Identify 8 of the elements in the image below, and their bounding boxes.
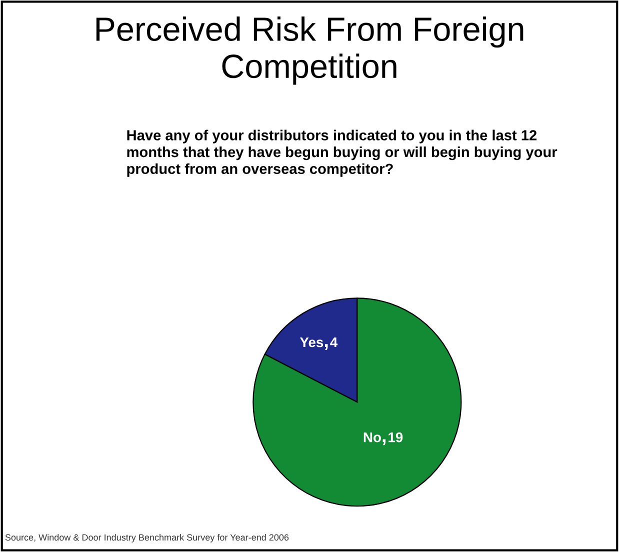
chart-subtitle: Have any of your distributors indicated to you in the last 12 months that they have begun buying or will begin buying your product from an overseas competitor? — [127, 130, 558, 177]
slice-label: Yes — [300, 337, 324, 348]
data-label: 19 — [388, 432, 403, 442]
pie-slice — [252, 298, 462, 507]
source-note: Source, Window & Door Industry Benchmark Survey for Year-end 2006 — [5, 534, 289, 542]
chart-title: Perceived Risk From Foreign Competition — [96, 16, 524, 85]
slice-label: No — [364, 432, 381, 442]
data-label: 4 — [330, 337, 338, 348]
